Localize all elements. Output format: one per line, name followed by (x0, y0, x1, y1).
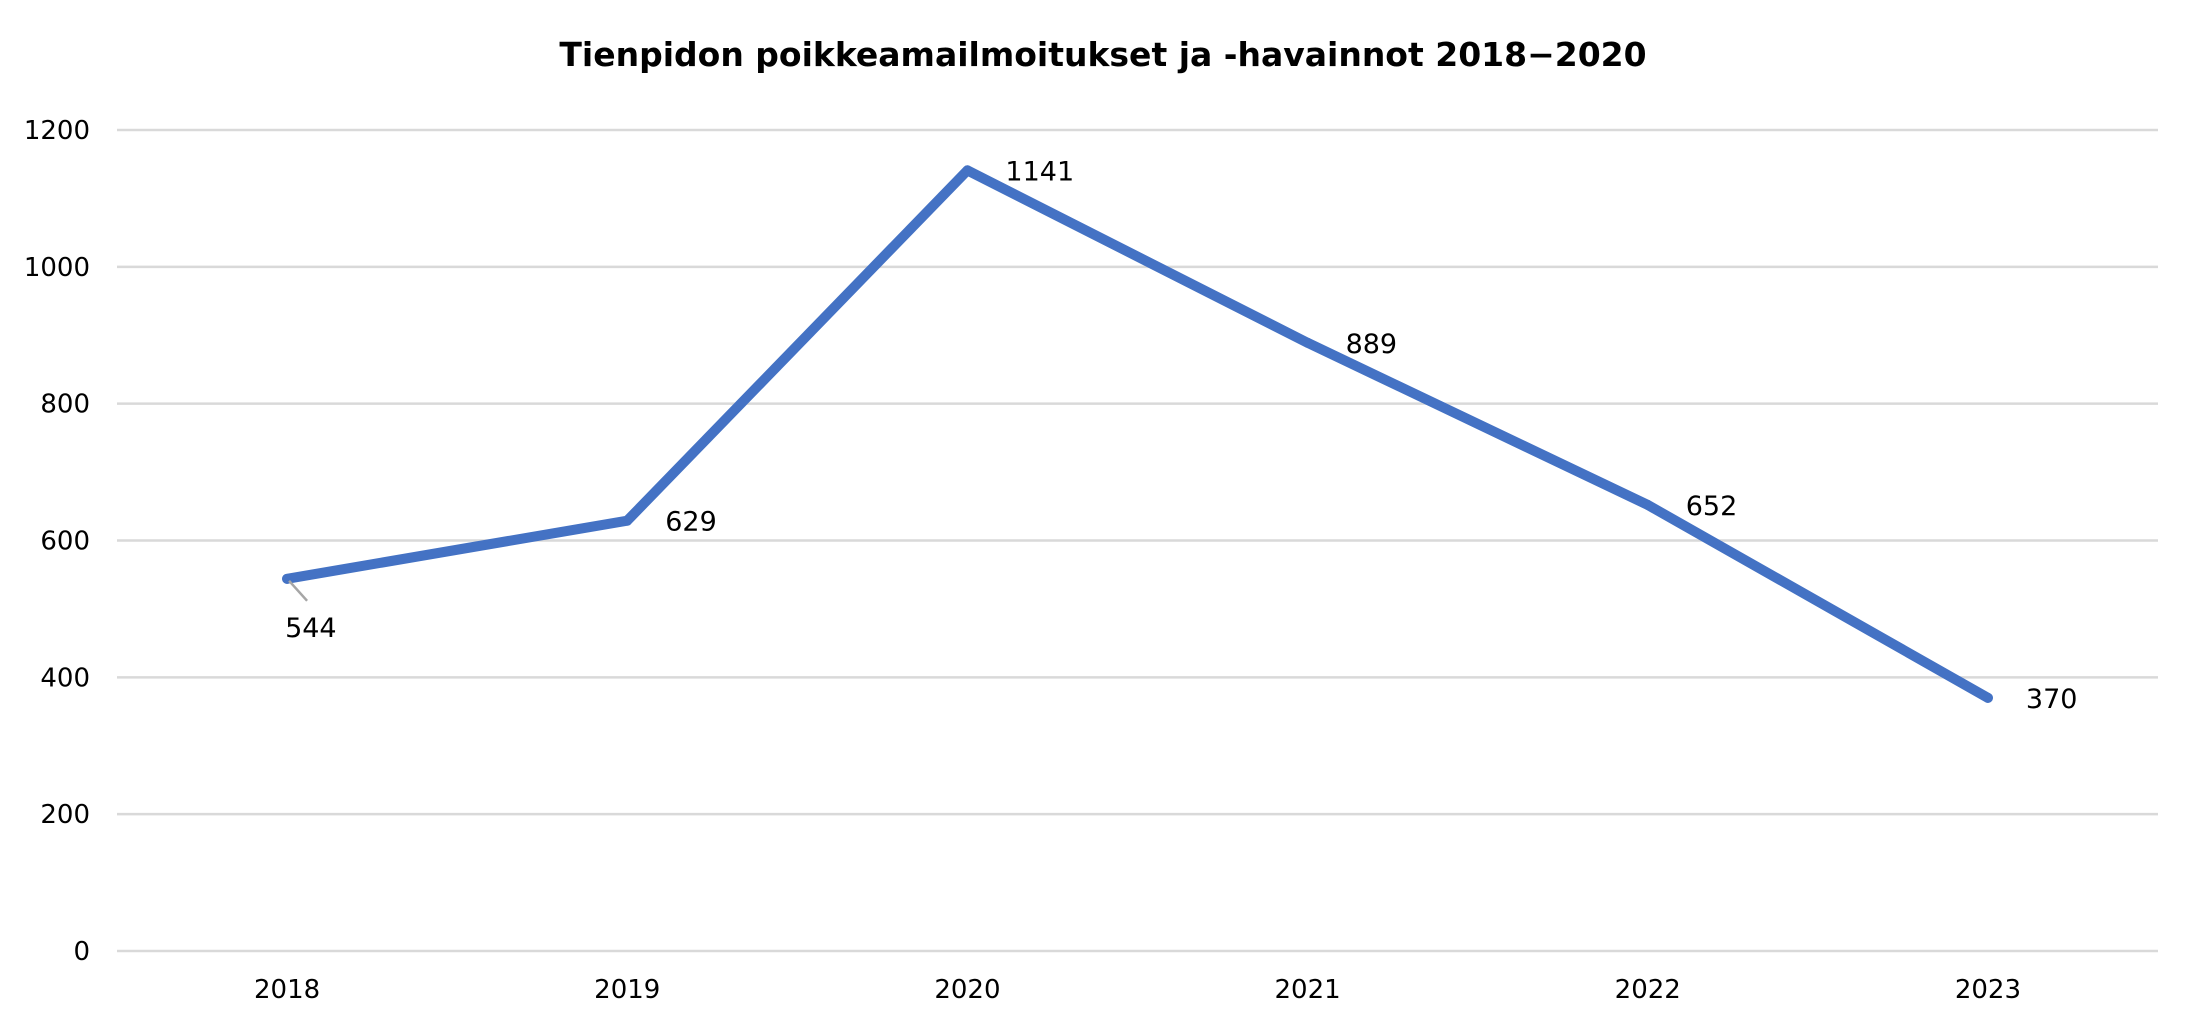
data-label: 629 (665, 507, 717, 538)
chart-title: Tienpidon poikkeamailmoitukset ja -havai… (559, 35, 1646, 74)
x-tick-label: 2018 (254, 975, 320, 1005)
data-label: 1141 (1005, 156, 1074, 187)
x-tick-label: 2022 (1615, 975, 1681, 1005)
data-label: 652 (1686, 491, 1738, 522)
y-tick-label: 800 (40, 390, 90, 420)
y-tick-label: 600 (40, 527, 90, 557)
x-tick-label: 2023 (1955, 975, 2021, 1005)
y-tick-label: 1000 (24, 253, 90, 283)
data-label: 889 (1346, 329, 1398, 360)
series-line (282, 165, 1993, 703)
x-tick-label: 2019 (594, 975, 660, 1005)
y-tick-label: 0 (73, 937, 90, 967)
y-tick-label: 400 (40, 663, 90, 693)
x-tick-label: 2020 (934, 975, 1000, 1005)
data-point (962, 165, 973, 176)
data-labels: 544 629 1141 889 652 370 (285, 156, 2077, 714)
data-point (1302, 337, 1313, 348)
y-tick-label: 200 (40, 800, 90, 830)
data-label: 370 (2026, 684, 2078, 715)
data-point (1982, 692, 1993, 703)
series-layer (282, 165, 1993, 703)
data-point (1642, 499, 1653, 510)
x-tick-label: 2021 (1274, 975, 1340, 1005)
data-point (622, 515, 633, 526)
y-tick-label: 1200 (24, 116, 90, 146)
data-label-leader-line (288, 579, 309, 602)
data-label: 544 (285, 613, 337, 644)
gridlines (117, 128, 2158, 953)
x-axis-tick-labels: 2018 2019 2020 2021 2022 2023 (254, 975, 2021, 1005)
y-axis-tick-labels: 0 200 400 600 800 1000 1200 (24, 116, 90, 967)
